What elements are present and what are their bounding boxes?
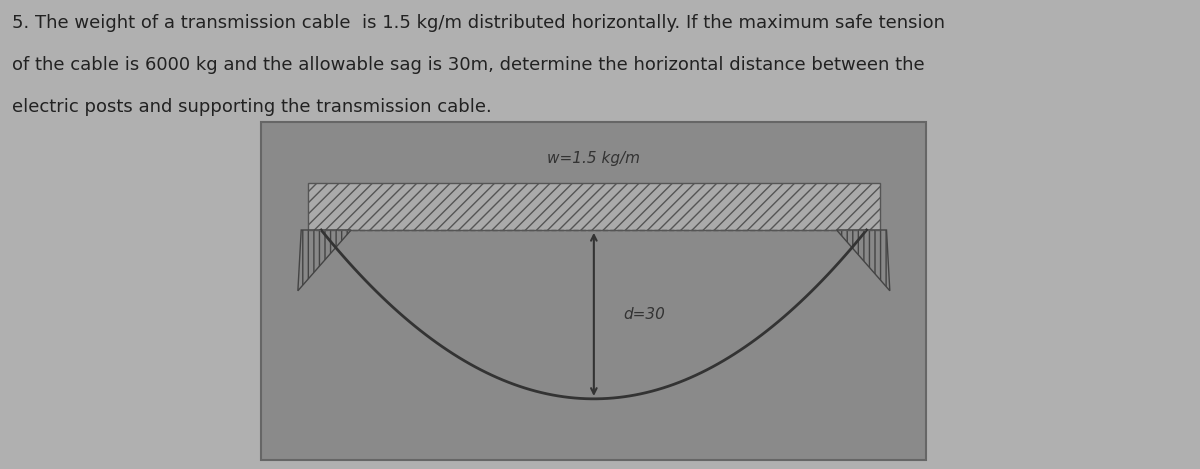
Polygon shape [836,230,890,291]
Text: of the cable is 6000 kg and the allowable sag is 30m, determine the horizontal d: of the cable is 6000 kg and the allowabl… [12,56,924,74]
Text: 5. The weight of a transmission cable  is 1.5 kg/m distributed horizontally. If : 5. The weight of a transmission cable is… [12,14,944,32]
Text: electric posts and supporting the transmission cable.: electric posts and supporting the transm… [12,98,492,116]
Bar [262,122,926,460]
Polygon shape [308,183,880,230]
Text: d=30: d=30 [624,307,666,322]
Polygon shape [298,230,352,291]
Text: w=1.5 kg/m: w=1.5 kg/m [547,151,641,166]
